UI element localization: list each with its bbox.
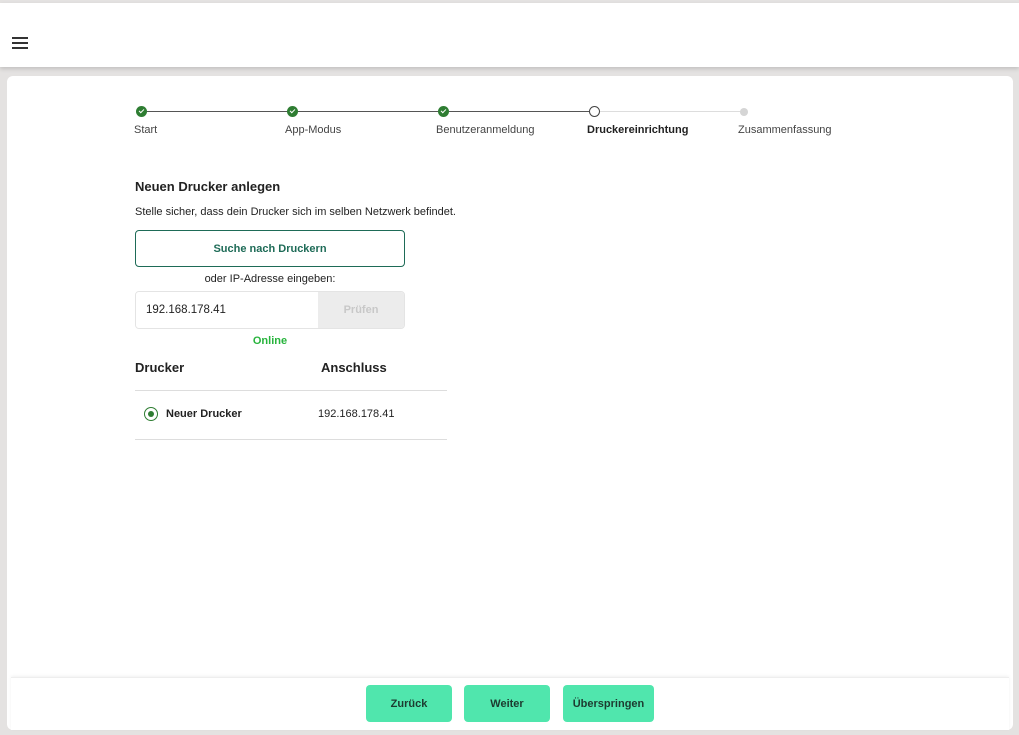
next-button[interactable]: Weiter — [464, 685, 550, 722]
step-connector — [449, 110, 595, 112]
step-check-icon — [136, 106, 147, 117]
skip-button[interactable]: Überspringen — [563, 685, 654, 722]
step-check-icon — [438, 106, 449, 117]
top-border — [0, 0, 1019, 3]
step-label-printer-setup: Druckereinrichtung — [587, 124, 689, 136]
divider — [135, 390, 447, 391]
ip-label: oder IP-Adresse eingeben: — [204, 273, 336, 285]
check-button[interactable]: Prüfen — [318, 292, 404, 328]
step-current-icon — [589, 106, 600, 117]
back-button[interactable]: Zurück — [366, 685, 452, 722]
ip-address-input[interactable] — [136, 292, 318, 328]
section-title: Neuen Drucker anlegen — [135, 179, 281, 194]
step-connector — [298, 110, 444, 112]
step-label-app-mode: App-Modus — [285, 124, 342, 136]
step-connector — [600, 110, 746, 112]
step-label-summary: Zusammenfassung — [738, 124, 832, 136]
footer-bar: Zurück Weiter Überspringen — [11, 677, 1009, 730]
step-label-start: Start — [134, 124, 158, 136]
app-header — [0, 3, 1019, 67]
printer-radio[interactable] — [144, 407, 158, 421]
step-label-login: Benutzeranmeldung — [436, 124, 535, 136]
printer-port: 192.168.178.41 — [318, 408, 395, 420]
column-header-port: Anschluss — [321, 360, 387, 375]
ip-input-group: Prüfen — [135, 291, 405, 329]
step-check-icon — [287, 106, 298, 117]
hamburger-icon[interactable] — [12, 37, 28, 49]
wizard-card: Start App-Modus Benutzeranmeldung Drucke… — [7, 76, 1013, 730]
step-connector — [147, 110, 293, 112]
step-pending-icon — [740, 107, 748, 116]
divider — [135, 439, 447, 440]
section-description: Stelle sicher, dass dein Drucker sich im… — [135, 206, 456, 218]
status-text: Online — [252, 335, 288, 347]
column-header-printer: Drucker — [135, 360, 185, 375]
printer-name: Neuer Drucker — [166, 408, 242, 420]
search-printers-button[interactable]: Suche nach Druckern — [135, 230, 405, 267]
